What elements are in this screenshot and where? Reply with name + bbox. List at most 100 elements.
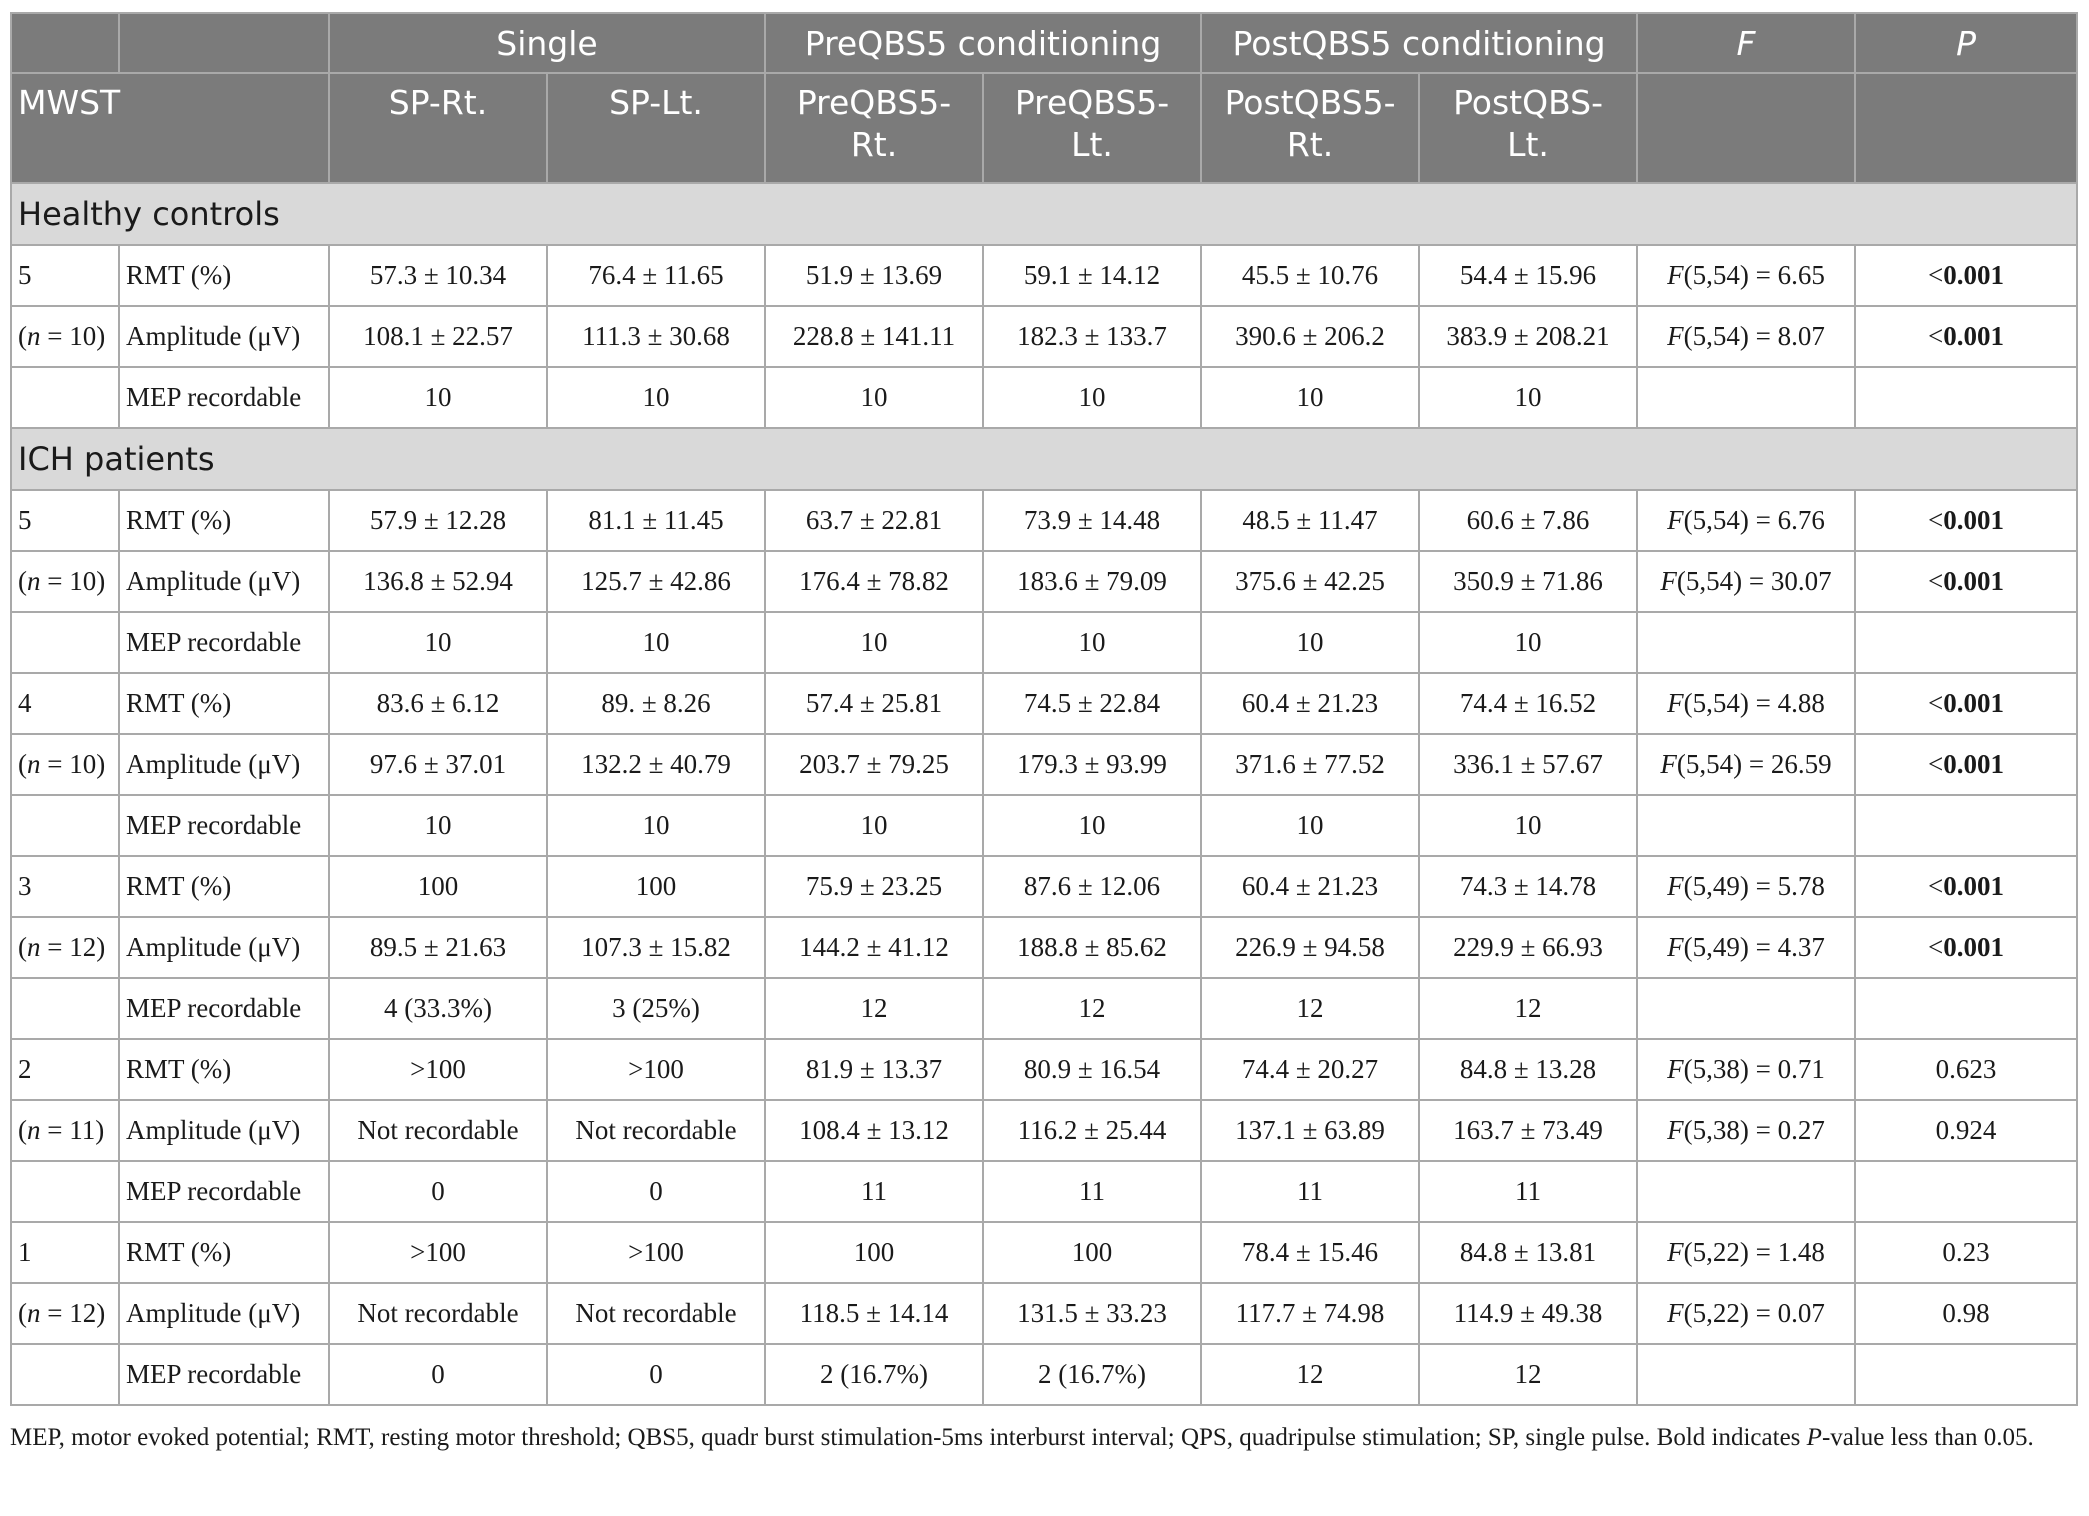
cell-splt: 10: [545, 611, 767, 674]
cell-f: F(5,38) = 0.27: [1636, 1099, 1857, 1162]
cell-prert: 144.2 ± 41.12: [764, 916, 985, 979]
cell-c1: Amplitude (μV): [118, 1099, 330, 1162]
cell-sprt: 57.3 ± 10.34: [328, 244, 548, 307]
cell-p-value: <0.001: [1854, 855, 2079, 918]
cell-sprt: >100: [328, 1221, 548, 1284]
cell-f: [1636, 1343, 1857, 1406]
cell-prert: 2 (16.7%): [764, 1343, 985, 1406]
cell-prert: 75.9 ± 23.25: [764, 855, 985, 918]
cell-prelt: 12: [982, 977, 1203, 1040]
cell-postlt: 84.8 ± 13.81: [1418, 1221, 1639, 1284]
cell-prelt: 74.5 ± 22.84: [982, 672, 1203, 735]
results-table: Single PreQBS5 conditioning PostQBS5 con…: [9, 12, 2079, 1406]
p-prefix: <: [1928, 749, 1944, 779]
cell-prelt: 10: [982, 794, 1203, 857]
cell-splt: 132.2 ± 40.79: [545, 733, 767, 796]
cell-f: F(5,54) = 4.88: [1636, 672, 1857, 735]
cell-c1: Amplitude (μV): [118, 916, 330, 979]
cell-splt: 111.3 ± 30.68: [545, 305, 767, 368]
cell-postlt: 74.4 ± 16.52: [1418, 672, 1639, 735]
cell-prert: 10: [764, 611, 985, 674]
cell-prert: 10: [764, 366, 985, 429]
cell-c0: [10, 366, 120, 429]
cell-postlt: 84.8 ± 13.28: [1418, 1038, 1639, 1101]
cell-f: F(5,22) = 1.48: [1636, 1221, 1857, 1284]
cell-postrt: 390.6 ± 206.2: [1200, 305, 1421, 368]
cell-postlt: 383.9 ± 208.21: [1418, 305, 1639, 368]
cell-postrt: 48.5 ± 11.47: [1200, 489, 1421, 552]
group-header-blank: [10, 12, 120, 74]
cell-f: F(5,54) = 26.59: [1636, 733, 1857, 796]
table-header: Single PreQBS5 conditioning PostQBS5 con…: [10, 12, 2079, 184]
cell-f: [1636, 366, 1857, 429]
table-row: (n = 11) Amplitude (μV) Not recordable Not …: [10, 1099, 2079, 1162]
cell-prelt: 11: [982, 1160, 1203, 1223]
cell-c0: (n = 10): [10, 305, 120, 368]
cell-f: F(5,49) = 5.78: [1636, 855, 1857, 918]
cell-postrt: 10: [1200, 794, 1421, 857]
cell-postlt: 336.1 ± 57.67: [1418, 733, 1639, 796]
cell-postlt: 350.9 ± 71.86: [1418, 550, 1639, 613]
cell-postlt: 10: [1418, 366, 1639, 429]
section-title: Healthy controls: [9, 182, 2079, 246]
cell-p-value: [1854, 1160, 2079, 1223]
cell-f: F(5,54) = 8.07: [1636, 305, 1857, 368]
cell-c1: Amplitude (μV): [118, 1282, 330, 1345]
cell-sprt: 0: [328, 1160, 548, 1223]
cell-postrt: 11: [1200, 1160, 1421, 1223]
cell-c1: Amplitude (μV): [118, 305, 330, 368]
cell-postlt: 114.9 ± 49.38: [1418, 1282, 1639, 1345]
col-header-f-blank: [1636, 72, 1857, 184]
cell-c1: RMT (%): [118, 1038, 330, 1101]
p-value-bold: 0.001: [1943, 932, 2005, 962]
table-row: MEP recordable 10 10 10 10 10 10: [10, 611, 2079, 674]
section-row: Healthy controls: [9, 182, 2079, 246]
cell-p-value: <0.001: [1854, 489, 2079, 552]
cell-prert: 12: [764, 977, 985, 1040]
footnote-text: MEP, motor evoked potential; RMT, restin…: [10, 1424, 2034, 1451]
cell-f: F(5,22) = 0.07: [1636, 1282, 1857, 1345]
cell-p-value: [1854, 1343, 2079, 1406]
cell-postlt: 74.3 ± 14.78: [1418, 855, 1639, 918]
cell-prelt: 10: [982, 611, 1203, 674]
p-prefix: <: [1928, 688, 1944, 718]
cell-postlt: 10: [1418, 794, 1639, 857]
cell-sprt: 10: [328, 366, 548, 429]
cell-prert: 51.9 ± 13.69: [764, 244, 985, 307]
cell-c0: (n = 11): [10, 1099, 120, 1162]
p-prefix: <: [1928, 321, 1944, 351]
group-header-pre: PreQBS5 conditioning: [764, 12, 1203, 74]
cell-sprt: Not recordable: [328, 1099, 548, 1162]
cell-prelt: 59.1 ± 14.12: [982, 244, 1203, 307]
cell-prert: 100: [764, 1221, 985, 1284]
table-row: MEP recordable 0 0 11 11 11 11: [10, 1160, 2079, 1223]
table-footnote: MEP, motor evoked potential; RMT, restin…: [10, 1420, 2076, 1456]
cell-p-value: <0.001: [1854, 672, 2079, 735]
table-row: (n = 10) Amplitude (μV) 136.8 ± 52.94 125.7…: [10, 550, 2079, 613]
cell-c0: 5: [10, 244, 120, 307]
cell-c1: MEP recordable: [118, 794, 330, 857]
cell-prert: 108.4 ± 13.12: [764, 1099, 985, 1162]
table-row: (n = 10) Amplitude (μV) 97.6 ± 37.01 132.2 …: [10, 733, 2079, 796]
cell-prert: 118.5 ± 14.14: [764, 1282, 985, 1345]
cell-postrt: 10: [1200, 611, 1421, 674]
p-value-plain: 0.23: [1942, 1237, 1990, 1267]
p-value-bold: 0.001: [1943, 505, 2005, 535]
cell-sprt: 89.5 ± 21.63: [328, 916, 548, 979]
table-row: 5 RMT (%) 57.3 ± 10.34 76.4 ± 11.65 51.9 ± 1…: [10, 244, 2079, 307]
group-header-f: F: [1636, 12, 1857, 74]
col-header-sp-rt: SP-Rt.: [328, 72, 548, 184]
p-prefix: <: [1928, 566, 1944, 596]
cell-prelt: 2 (16.7%): [982, 1343, 1203, 1406]
col-header-sp-lt: SP-Lt.: [545, 72, 767, 184]
group-header-row: Single PreQBS5 conditioning PostQBS5 con…: [10, 12, 2079, 74]
group-header-post: PostQBS5 conditioning: [1200, 12, 1639, 74]
p-value-bold: 0.001: [1943, 566, 2005, 596]
cell-c1: RMT (%): [118, 244, 330, 307]
cell-sprt: 4 (33.3%): [328, 977, 548, 1040]
cell-c1: MEP recordable: [118, 1160, 330, 1223]
table-row: (n = 12) Amplitude (μV) 89.5 ± 21.63 107.3 …: [10, 916, 2079, 979]
cell-c1: RMT (%): [118, 489, 330, 552]
group-header-p: P: [1854, 12, 2079, 74]
table-row: (n = 10) Amplitude (μV) 108.1 ± 22.57 111.3…: [10, 305, 2079, 368]
